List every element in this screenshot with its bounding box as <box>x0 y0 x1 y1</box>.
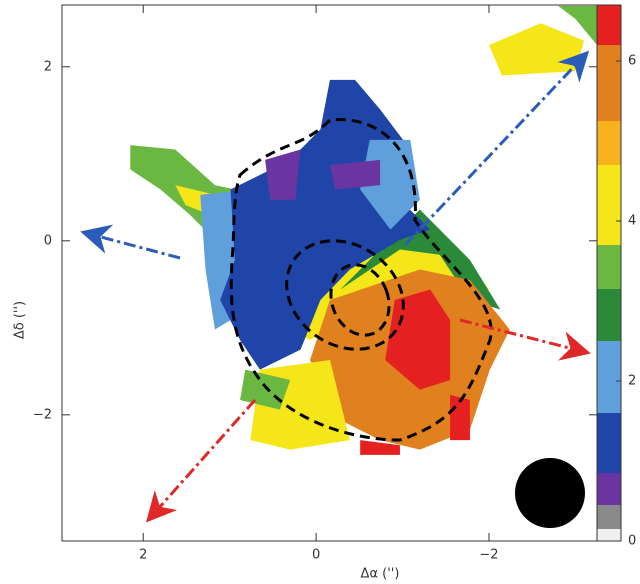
map-region <box>385 289 451 390</box>
colorbar-tick-label: 4 <box>628 214 636 229</box>
map-region <box>329 159 381 190</box>
colorbar: 0 2 4 6 <box>596 4 636 549</box>
y-axis-label: Δδ ('') <box>13 301 28 339</box>
colorbar-band <box>597 289 621 341</box>
arrow <box>459 318 591 361</box>
x-tick-label: −2 <box>479 548 498 563</box>
arrows <box>80 50 591 523</box>
contour-middle <box>285 239 405 351</box>
colorbar-band <box>597 505 621 529</box>
contour-inner <box>329 263 391 337</box>
colorbar-band <box>597 473 621 505</box>
colorbar-band <box>597 165 621 245</box>
map-region <box>360 440 400 455</box>
colorbar-tick-label: 0 <box>628 534 636 549</box>
colorbar-band <box>597 341 621 413</box>
map-region <box>488 23 585 76</box>
colorbar-band <box>597 413 621 473</box>
contour-outer <box>229 118 493 442</box>
x-axis-label: Δα ('') <box>361 567 400 582</box>
map-region <box>265 149 301 200</box>
y-tick-label: −2 <box>33 407 52 422</box>
colorbar-band <box>597 121 621 165</box>
map-area <box>130 5 597 455</box>
colorbar-band <box>597 45 621 121</box>
beam <box>515 458 585 528</box>
map-region <box>558 5 597 46</box>
x-tick-label: 2 <box>139 548 147 563</box>
colorbar-band <box>597 245 621 289</box>
colorbar-frame <box>596 4 622 542</box>
contours <box>229 118 493 442</box>
arrow <box>146 399 257 523</box>
y-tick-label: 0 <box>44 233 52 248</box>
arrow <box>80 224 181 260</box>
arrow <box>403 50 590 247</box>
x-tick-label: 0 <box>312 548 320 563</box>
colorbar-band <box>597 5 621 45</box>
y-tick-label: 2 <box>44 59 52 74</box>
colorbar-band <box>597 529 621 541</box>
colorbar-tick-label: 2 <box>628 374 636 389</box>
colorbar-tick-label: 6 <box>628 54 636 69</box>
